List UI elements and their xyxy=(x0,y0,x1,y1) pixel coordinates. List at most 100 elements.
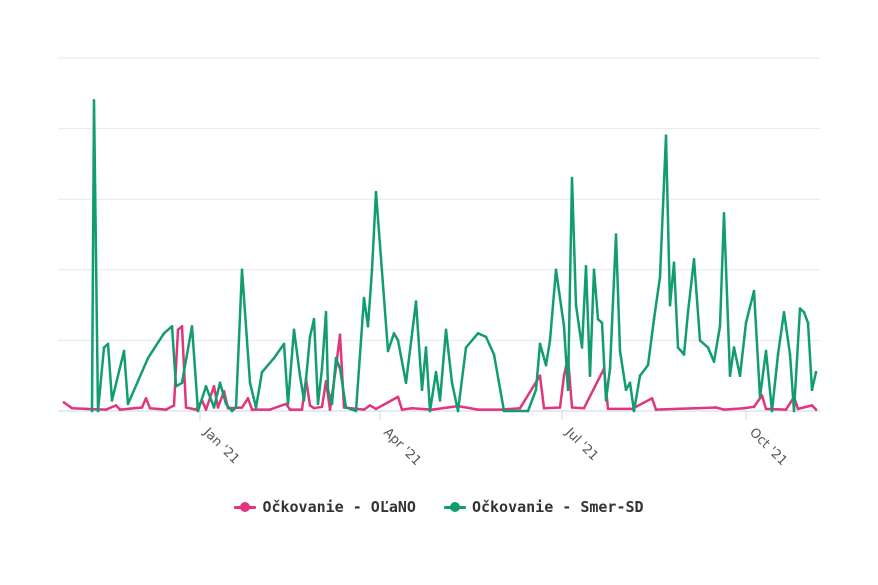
data-point xyxy=(316,402,320,406)
data-point xyxy=(588,374,592,378)
data-point xyxy=(338,367,342,370)
data-point xyxy=(810,388,814,392)
data-point xyxy=(180,381,184,385)
data-point xyxy=(510,409,514,413)
data-point xyxy=(574,303,578,307)
data-point xyxy=(698,339,702,342)
data-point xyxy=(570,176,574,180)
data-point xyxy=(718,325,722,328)
data-point xyxy=(254,406,258,409)
data-point xyxy=(706,346,710,349)
data-point xyxy=(624,388,628,392)
data-point xyxy=(146,356,150,360)
data-point xyxy=(544,363,548,367)
legend-swatch-olano xyxy=(234,501,257,513)
data-point xyxy=(742,406,746,410)
data-point xyxy=(216,406,220,409)
data-point xyxy=(230,409,234,413)
data-point xyxy=(558,406,562,409)
data-point xyxy=(292,328,296,332)
data-point xyxy=(566,388,570,392)
data-point xyxy=(396,395,400,399)
data-point xyxy=(802,310,806,314)
data-point xyxy=(722,212,726,215)
data-point xyxy=(814,370,818,374)
data-point xyxy=(554,268,558,272)
data-point xyxy=(62,401,66,404)
data-point xyxy=(434,370,438,374)
data-point xyxy=(732,346,736,349)
data-point xyxy=(404,381,408,385)
legend-swatch-dot xyxy=(240,502,251,512)
data-point xyxy=(396,339,400,342)
data-point xyxy=(176,328,180,332)
data-point xyxy=(218,381,222,385)
data-point xyxy=(140,406,144,409)
data-point xyxy=(118,408,122,411)
data-point xyxy=(584,265,588,268)
data-point xyxy=(658,275,662,279)
data-point xyxy=(484,335,488,339)
data-point xyxy=(126,402,130,406)
data-point xyxy=(180,325,184,328)
data-point xyxy=(234,406,238,409)
data-point xyxy=(114,404,118,407)
data-point xyxy=(368,404,372,407)
legend-label-smer-sd: Očkovanie - Smer-SD xyxy=(471,498,644,516)
data-point xyxy=(752,289,756,293)
data-point xyxy=(354,409,358,413)
legend-item-smer-sd[interactable]: Očkovanie - Smer-SD xyxy=(443,498,644,516)
data-point xyxy=(272,356,276,360)
data-point xyxy=(250,408,254,411)
x-axis: Jan '21 Apr '21 Jul '21 Oct '21 xyxy=(58,410,820,469)
data-point xyxy=(414,300,418,303)
data-point xyxy=(320,367,324,370)
data-point xyxy=(204,385,208,388)
data-point xyxy=(328,408,332,411)
data-point xyxy=(400,408,404,411)
data-point xyxy=(608,367,612,370)
legend-item-olano[interactable]: Očkovanie - OĽaNO xyxy=(234,498,416,516)
data-point xyxy=(330,402,334,406)
data-point xyxy=(162,332,166,335)
data-point xyxy=(212,385,216,388)
data-point xyxy=(204,408,208,411)
data-point xyxy=(164,408,168,411)
data-point xyxy=(664,134,668,137)
data-point xyxy=(324,310,328,314)
data-point xyxy=(692,257,696,261)
data-point xyxy=(752,405,756,409)
data-point xyxy=(344,406,348,409)
data-point xyxy=(562,374,566,378)
data-point xyxy=(502,409,506,413)
data-point xyxy=(654,408,658,411)
legend: Očkovanie - OĽaNO Očkovanie - Smer-SD xyxy=(0,498,878,516)
data-point xyxy=(282,342,286,346)
data-point xyxy=(810,404,814,407)
data-point xyxy=(456,409,460,413)
x-tick-label: Oct '21 xyxy=(746,425,790,469)
data-point xyxy=(580,346,584,349)
data-point xyxy=(334,356,338,360)
data-point xyxy=(738,374,742,378)
x-tick-label: Apr '21 xyxy=(380,425,424,469)
data-point xyxy=(694,406,698,410)
data-point xyxy=(450,381,454,385)
data-point xyxy=(652,317,656,321)
data-point xyxy=(646,363,650,367)
data-point xyxy=(420,388,424,392)
data-point xyxy=(806,321,810,325)
data-point xyxy=(106,342,110,346)
data-point xyxy=(672,261,676,265)
data-point xyxy=(744,321,748,325)
data-point xyxy=(542,406,546,410)
data-point xyxy=(338,333,342,337)
series-lines xyxy=(62,99,818,413)
data-point xyxy=(770,409,774,413)
data-point xyxy=(84,407,88,411)
data-point xyxy=(674,407,678,411)
series-line xyxy=(90,99,818,413)
data-point xyxy=(240,268,244,272)
data-point xyxy=(782,310,786,314)
data-point xyxy=(604,399,608,402)
